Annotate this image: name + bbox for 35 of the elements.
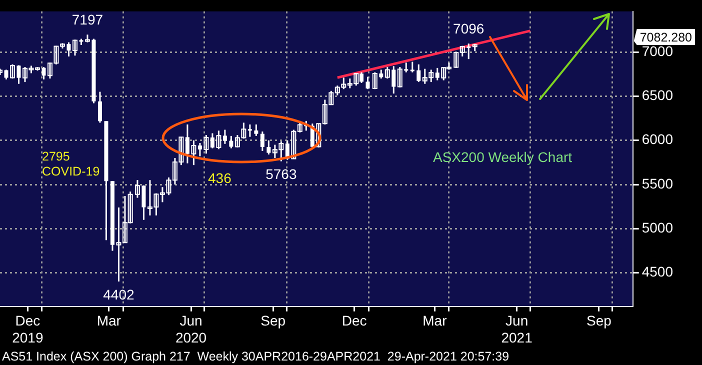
annotation: 2795 xyxy=(42,149,70,164)
y-tick-label: 6500 xyxy=(642,87,674,104)
candlestick xyxy=(410,60,414,74)
candlestick xyxy=(248,124,252,138)
text: 7082.280 xyxy=(640,30,692,44)
x-tick-label: Jun 2021 xyxy=(501,312,533,346)
candlestick xyxy=(260,130,264,152)
annotation: 7096 xyxy=(453,20,484,36)
y-tick-label: 7000 xyxy=(642,42,674,59)
candlestick xyxy=(222,129,227,145)
y-tick-label: 4500 xyxy=(642,264,674,280)
x-tick-label: Mar xyxy=(422,312,448,329)
annotation: 4402 xyxy=(103,286,134,302)
candlestick xyxy=(4,68,8,80)
candlestick xyxy=(366,76,370,90)
candlestick xyxy=(266,140,271,156)
x-tick-label: Sep xyxy=(260,312,286,329)
x-tick-label: Sep xyxy=(586,312,612,329)
y-tick-label: 6000 xyxy=(642,131,674,148)
candlestick xyxy=(229,135,234,150)
candlestick xyxy=(416,64,421,83)
candlestick xyxy=(98,91,102,124)
x-tick-label: Mar xyxy=(96,312,122,329)
text: AS51 Index (ASX 200) Graph 217 Weekly 30APR2016-29APR2021 29-Apr-2021 20:57:39 xyxy=(2,349,510,364)
annotation: 5763 xyxy=(266,166,297,182)
annotation: COVID-19 xyxy=(42,164,100,178)
y-tick-label: 5000 xyxy=(642,220,674,236)
y-tick-label: 5500 xyxy=(642,175,674,192)
annotation: 7197 xyxy=(72,11,104,28)
annotation: 436 xyxy=(208,170,232,186)
x-tick-label: Jun 2020 xyxy=(175,312,207,346)
x-tick-label: Dec xyxy=(342,312,367,329)
x-tick-label: Dec 2019 xyxy=(12,312,44,346)
annotation: ASX200 Weekly Chart xyxy=(433,148,572,165)
candlestick xyxy=(254,124,258,137)
